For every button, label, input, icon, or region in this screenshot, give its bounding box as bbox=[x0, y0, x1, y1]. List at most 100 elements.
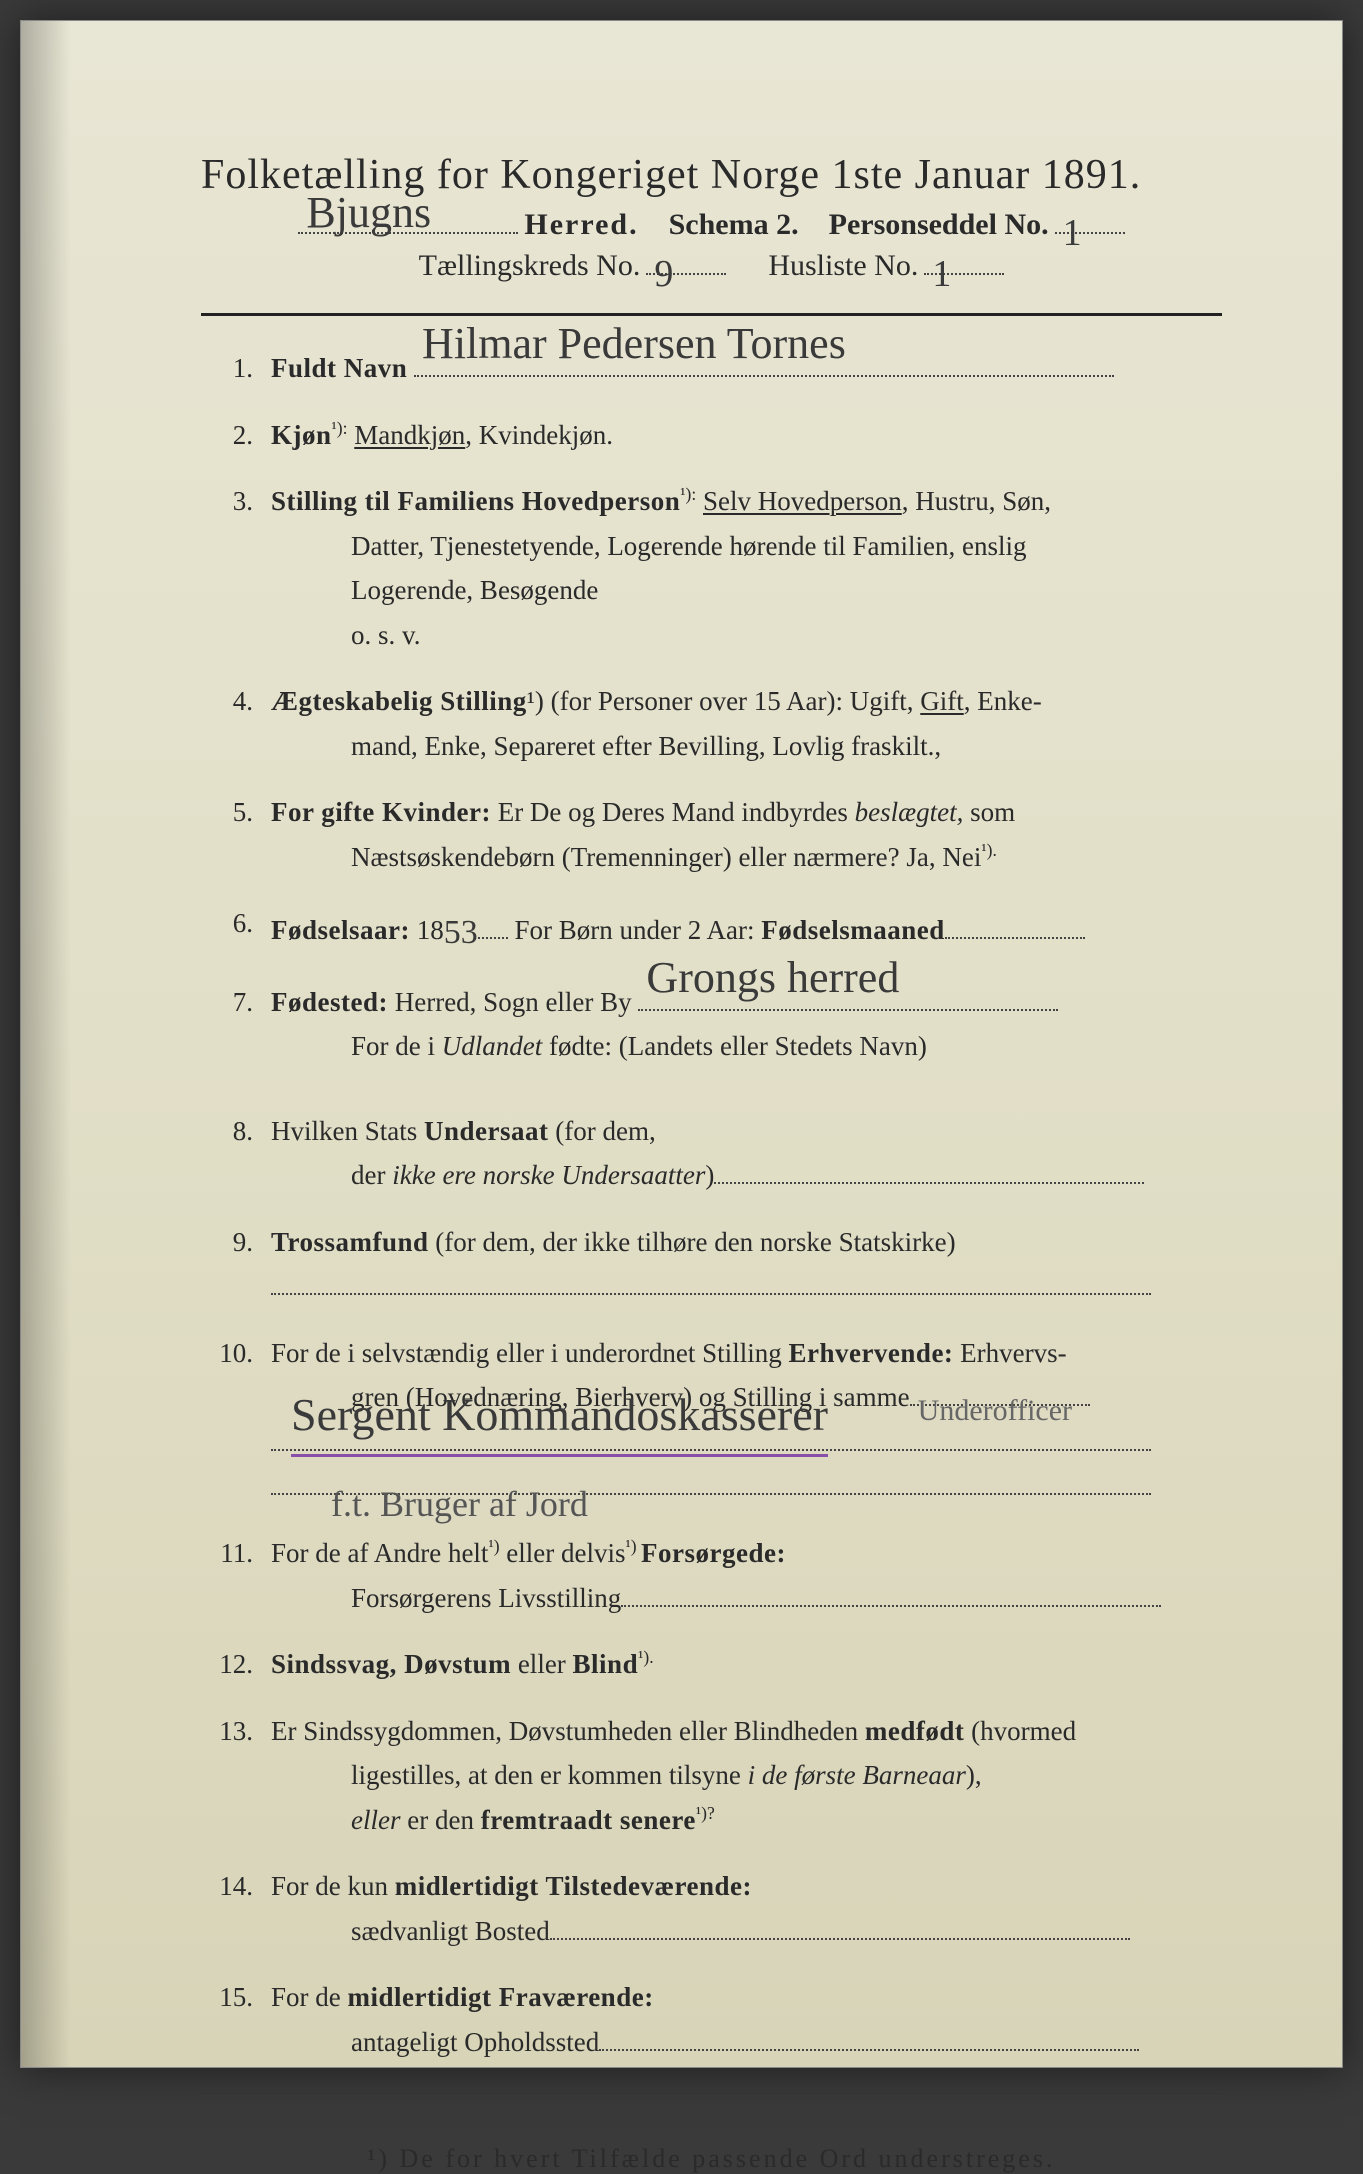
item-text: (hvormed bbox=[964, 1716, 1076, 1746]
item-label: midlertidigt Fraværende: bbox=[348, 1982, 654, 2012]
item-num: 10. bbox=[201, 1331, 271, 1376]
footnote-ref: ¹): bbox=[680, 484, 696, 504]
birthplace-value: Grongs herred bbox=[646, 942, 899, 1015]
item-text: For Børn under 2 Aar: bbox=[508, 915, 761, 945]
occupation-line1: Underofficer bbox=[918, 1386, 1072, 1410]
item-num: 11. bbox=[201, 1531, 271, 1576]
footnote-ref: ¹) bbox=[626, 1536, 641, 1556]
item-text: er den bbox=[400, 1805, 480, 1835]
item-line: sædvanligt Bosted bbox=[271, 1916, 550, 1946]
item-text: eller delvis bbox=[500, 1538, 626, 1568]
item-italic: ikke ere norske Undersaatter bbox=[392, 1160, 705, 1190]
item-12: 12. Sindssvag, Døvstum eller Blind¹). bbox=[201, 1642, 1222, 1687]
item-text: For de i bbox=[351, 1031, 442, 1061]
item-line: Logerende, Besøgende bbox=[271, 575, 598, 605]
relation-selected: Selv Hovedperson bbox=[703, 486, 902, 516]
item-italic: i de første Barneaar bbox=[748, 1760, 966, 1790]
item-label: Forsørgede: bbox=[641, 1538, 786, 1568]
item-italic: beslægtet, bbox=[855, 797, 964, 827]
item-2: 2. Kjøn¹): Mandkjøn, Kvindekjøn. bbox=[201, 413, 1222, 458]
item-text: Erhvervs- bbox=[953, 1338, 1066, 1368]
item-8: 8. Hvilken Stats Undersaat (for dem, der… bbox=[201, 1109, 1222, 1198]
divider-bottom bbox=[201, 2093, 1222, 2094]
personseddel-label: Personseddel No. bbox=[829, 208, 1049, 242]
item-4: 4. Ægteskabelig Stilling¹) (for Personer… bbox=[201, 679, 1222, 768]
kreds-label: Tællingskreds No. bbox=[419, 249, 641, 283]
item-label: Fuldt Navn bbox=[271, 353, 407, 383]
item-text: der bbox=[351, 1160, 392, 1190]
occupation-line2: Sergent Kommandoskasserer bbox=[291, 1377, 828, 1457]
item-13: 13. Er Sindssygdommen, Døvstumheden elle… bbox=[201, 1709, 1222, 1843]
personseddel-value: 1 bbox=[1063, 211, 1082, 238]
herred-label: Herred. bbox=[524, 208, 638, 242]
item-label: Sindssvag, Døvstum bbox=[271, 1649, 511, 1679]
item-label-2: Fødselsmaaned bbox=[761, 915, 945, 945]
item-line: mand, Enke, Separeret efter Bevilling, L… bbox=[271, 731, 941, 761]
census-form-page: Folketælling for Kongeriget Norge 1ste J… bbox=[20, 20, 1343, 2068]
item-1: 1. Fuldt Navn Hilmar Pedersen Tornes bbox=[201, 346, 1222, 391]
footnote-ref: ¹) bbox=[488, 1536, 499, 1556]
item-num: 12. bbox=[201, 1642, 271, 1687]
item-label: Erhvervende: bbox=[788, 1338, 953, 1368]
item-num: 6. bbox=[201, 901, 271, 946]
item-text: (for dem, bbox=[549, 1116, 656, 1146]
item-5: 5. For gifte Kvinder: Er De og Deres Man… bbox=[201, 790, 1222, 879]
marital-rest: , Enke- bbox=[964, 686, 1042, 716]
item-9: 9. Trossamfund (for dem, der ikke tilhør… bbox=[201, 1220, 1222, 1309]
sex-selected: Mandkjøn bbox=[354, 420, 465, 450]
item-label: For gifte Kvinder: bbox=[271, 797, 491, 827]
item-note: ¹) (for Personer over 15 Aar): Ugift, bbox=[527, 686, 920, 716]
header-row-1: Bjugns Herred. Schema 2. Personseddel No… bbox=[201, 207, 1222, 242]
item-italic: eller bbox=[351, 1805, 400, 1835]
item-num: 13. bbox=[201, 1709, 271, 1754]
item-num: 14. bbox=[201, 1864, 271, 1909]
item-text: For de bbox=[271, 1982, 348, 2012]
item-label: Fødested: bbox=[271, 987, 388, 1017]
footnote-ref: ¹)? bbox=[696, 1803, 715, 1823]
item-label: Trossamfund bbox=[271, 1227, 429, 1257]
item-num: 8. bbox=[201, 1109, 271, 1154]
item-text: ), bbox=[966, 1760, 982, 1790]
item-num: 9. bbox=[201, 1220, 271, 1265]
item-text: fødte: (Landets eller Stedets Navn) bbox=[542, 1031, 927, 1061]
item-label: Undersaat bbox=[424, 1116, 549, 1146]
item-text: Herred, Sogn eller By bbox=[388, 987, 632, 1017]
husliste-label: Husliste No. bbox=[768, 249, 918, 283]
item-text: For de af Andre helt bbox=[271, 1538, 488, 1568]
item-15: 15. For de midlertidigt Fraværende: anta… bbox=[201, 1975, 1222, 2064]
item-line: o. s. v. bbox=[271, 620, 421, 650]
footnote-text: ¹) De for hvert Tilfælde passende Ord un… bbox=[201, 2144, 1222, 2174]
item-label-2: Blind bbox=[573, 1649, 639, 1679]
husliste-value: 1 bbox=[932, 252, 951, 279]
item-num: 1. bbox=[201, 346, 271, 391]
footnote-ref: ¹). bbox=[638, 1647, 653, 1667]
item-text: Hvilken Stats bbox=[271, 1116, 424, 1146]
item-label-3: fremtraadt senere bbox=[481, 1805, 696, 1835]
item-14: 14. For de kun midlertidigt Tilstedevære… bbox=[201, 1864, 1222, 1953]
item-line: Næstsøskendebørn (Tremenninger) eller næ… bbox=[271, 842, 981, 872]
item-num: 3. bbox=[201, 479, 271, 524]
name-value: Hilmar Pedersen Tornes bbox=[422, 308, 846, 381]
item-text: Er Sindssygdommen, Døvstumheden eller Bl… bbox=[271, 1716, 865, 1746]
item-num: 5. bbox=[201, 790, 271, 835]
item-label: Kjøn bbox=[271, 420, 332, 450]
item-3: 3. Stilling til Familiens Hovedperson¹):… bbox=[201, 479, 1222, 657]
item-text: For de i selvstændig eller i underordnet… bbox=[271, 1338, 788, 1368]
footnote-ref: ¹): bbox=[332, 418, 348, 438]
occupation-line3: f.t. Bruger af Jord bbox=[331, 1475, 588, 1499]
herred-value: Bjugns bbox=[306, 187, 431, 238]
sex-rest: , Kvindekjøn. bbox=[465, 420, 613, 450]
item-label: medfødt bbox=[865, 1716, 965, 1746]
item-text: (for dem, der ikke tilhøre den norske St… bbox=[429, 1227, 956, 1257]
item-11: 11. For de af Andre helt¹) eller delvis¹… bbox=[201, 1531, 1222, 1620]
item-label: midlertidigt Tilstedeværende: bbox=[395, 1871, 752, 1901]
item-line: Datter, Tjenestetyende, Logerende hørend… bbox=[271, 531, 1026, 561]
item-label: Ægteskabelig Stilling bbox=[271, 686, 527, 716]
item-7: 7. Fødested: Herred, Sogn eller By Grong… bbox=[201, 980, 1222, 1069]
item-num: 15. bbox=[201, 1975, 271, 2020]
schema-label: Schema 2. bbox=[669, 208, 799, 242]
item-10: 10. For de i selvstændig eller i underor… bbox=[201, 1331, 1222, 1509]
year-prefix: 18 bbox=[410, 915, 444, 945]
item-text: For de kun bbox=[271, 1871, 395, 1901]
footnote-ref: ¹). bbox=[981, 840, 996, 860]
